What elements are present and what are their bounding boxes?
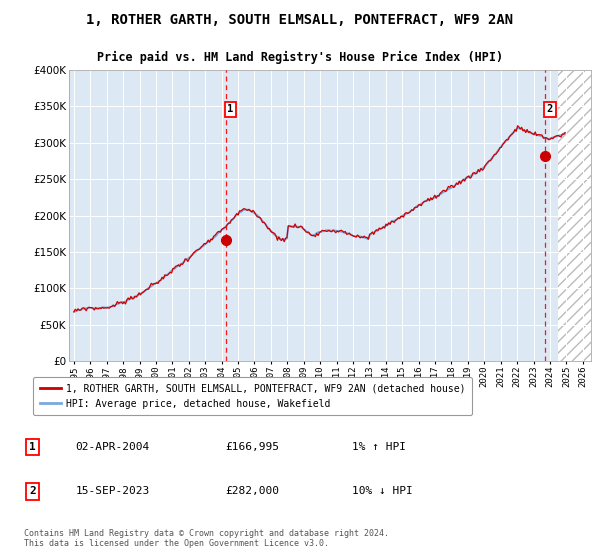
Text: 1: 1 (227, 104, 233, 114)
Legend: 1, ROTHER GARTH, SOUTH ELMSALL, PONTEFRACT, WF9 2AN (detached house), HPI: Avera: 1, ROTHER GARTH, SOUTH ELMSALL, PONTEFRA… (33, 377, 472, 416)
Text: 15-SEP-2023: 15-SEP-2023 (76, 487, 150, 496)
Text: 02-APR-2004: 02-APR-2004 (76, 442, 150, 452)
Text: 10% ↓ HPI: 10% ↓ HPI (352, 487, 413, 496)
Text: 2: 2 (547, 104, 553, 114)
Text: 1% ↑ HPI: 1% ↑ HPI (352, 442, 406, 452)
Text: 2: 2 (29, 487, 36, 496)
Text: Price paid vs. HM Land Registry's House Price Index (HPI): Price paid vs. HM Land Registry's House … (97, 51, 503, 64)
Bar (558, 70, 591, 361)
Text: £282,000: £282,000 (226, 487, 280, 496)
Text: £166,995: £166,995 (226, 442, 280, 452)
Text: Contains HM Land Registry data © Crown copyright and database right 2024.
This d: Contains HM Land Registry data © Crown c… (24, 529, 389, 548)
Text: 1: 1 (29, 442, 36, 452)
Text: 1, ROTHER GARTH, SOUTH ELMSALL, PONTEFRACT, WF9 2AN: 1, ROTHER GARTH, SOUTH ELMSALL, PONTEFRA… (86, 13, 514, 27)
